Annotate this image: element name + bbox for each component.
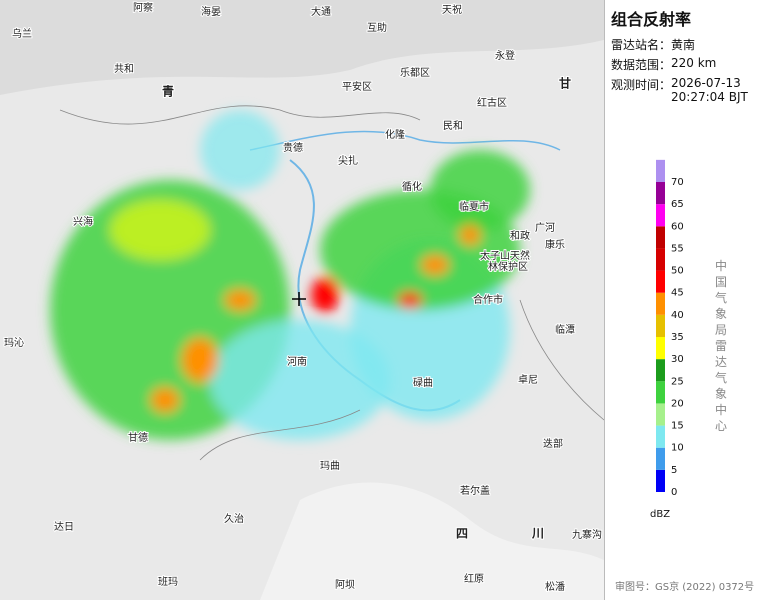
place-label: 甘德: [128, 431, 148, 444]
place-label: 迭部: [543, 437, 563, 450]
field: 观测时间： 2026-07-13 20:27:04 BJT: [611, 76, 751, 104]
place-label: 平安区: [342, 80, 372, 93]
place-label: 阿坝: [335, 579, 355, 591]
place-label: 康乐: [545, 238, 565, 251]
place-label: 青: [162, 84, 174, 99]
place-label: 卓尼: [518, 374, 538, 386]
place-label: 林保护区: [488, 260, 528, 273]
place-label: 乐都区: [400, 67, 430, 79]
border: [59, 105, 604, 461]
place-label: 河南: [287, 355, 307, 368]
field: 数据范围： 220 km: [611, 56, 751, 73]
place-label: 合作市: [473, 293, 503, 306]
place-label: 广河: [535, 222, 555, 234]
info-panel: 组合反射率 雷达站名： 黄南 数据范围： 220 km 观测时间： 2026-07-1…: [604, 0, 757, 600]
place-label: 民和: [443, 120, 463, 132]
place-label: 天祝: [442, 3, 462, 16]
place-label: 乌兰: [12, 27, 32, 40]
field-label: 观测时间：: [611, 78, 672, 92]
source: 中国气象局雷达气象中心: [715, 259, 728, 433]
field-value: 2026-07-13 20:27:04 BJT: [671, 76, 748, 104]
place-label: 和政: [510, 229, 530, 242]
field-label: 数据范围：: [611, 58, 672, 72]
place-label: 甘: [559, 76, 571, 91]
place-label: 若尔盖: [460, 484, 490, 497]
place-label: 兴海: [73, 215, 93, 228]
place-label: 共和: [114, 63, 134, 75]
place-label: 化隆: [385, 128, 405, 141]
place-label: 川: [531, 527, 544, 541]
place-label: 大通: [311, 5, 331, 18]
place-label: 红原: [464, 572, 484, 585]
place-label: 九寨沟: [572, 528, 602, 541]
river: [249, 130, 561, 151]
place-label: 四: [456, 527, 468, 541]
approval-number: 审图号：GS京 (2022) 0372号: [615, 582, 755, 593]
place-label: 玛沁: [4, 337, 24, 349]
place-label: 班玛: [158, 576, 178, 588]
place-label: 玛曲: [320, 460, 340, 472]
place-label: 松潘: [545, 580, 565, 593]
place-label: 久治: [224, 512, 244, 525]
place-label: 红古区: [477, 96, 507, 109]
terrain-south: [260, 482, 604, 600]
place-label: 尖扎: [338, 154, 358, 167]
place-label: 临潭: [555, 323, 575, 336]
field-value: 黄南: [671, 38, 696, 52]
place-label: 互助: [367, 21, 387, 34]
panel-title: 组合反射率: [611, 10, 692, 29]
place-label: 临夏市: [459, 200, 489, 213]
field-value: 220 km: [671, 56, 717, 70]
place-label: 贵德: [283, 141, 303, 154]
place-label: 达日: [54, 521, 74, 533]
radar-site: [292, 292, 306, 306]
place-label: 阿察: [133, 1, 153, 14]
place-label: 永登: [495, 49, 515, 62]
terrain-north: [0, 0, 604, 95]
place-label: 碌曲: [413, 377, 433, 389]
field-label: 雷达站名：: [611, 38, 672, 52]
place-label: 循化: [402, 180, 422, 193]
place-label: 太子山天然: [480, 249, 530, 262]
field: 雷达站名： 黄南: [611, 36, 751, 53]
place-label: 海晏: [201, 5, 221, 18]
radar-echo: [50, 110, 530, 440]
